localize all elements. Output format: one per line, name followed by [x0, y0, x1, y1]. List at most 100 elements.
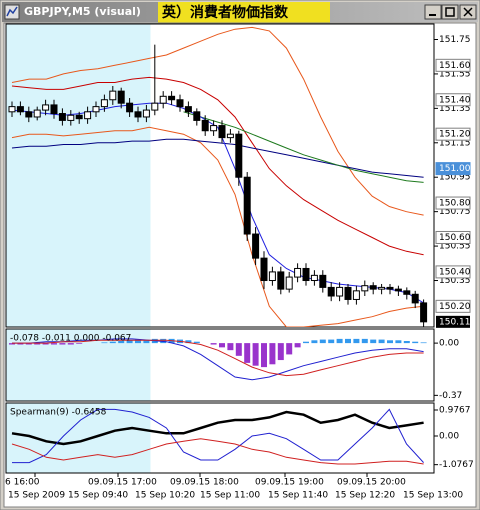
level-label: 150.80 [439, 199, 471, 209]
window-icon-graph [6, 6, 18, 17]
event-label-bg [158, 2, 330, 24]
histogram-bar [277, 343, 284, 361]
candle-body [151, 102, 159, 111]
histogram-bar [193, 341, 200, 344]
candle-body [100, 99, 108, 108]
indicator-line [11, 102, 424, 304]
histogram-bar [403, 341, 410, 344]
window-title: GBPJPY,M5 (visual) [24, 5, 141, 18]
histogram-bar [370, 339, 377, 344]
y-tick-label: 0.00 [439, 432, 459, 442]
last-price-label: 150.11 [439, 317, 471, 327]
candle-body [378, 286, 386, 290]
x-tick-label: 15 Sep 11:00 [200, 491, 260, 501]
candle-body [411, 293, 419, 304]
level-label: 151.20 [439, 130, 471, 140]
candle-body [277, 271, 285, 290]
candle-body [92, 106, 100, 113]
level-label-box [435, 265, 471, 279]
candle-body [176, 99, 184, 108]
histogram-bar [387, 340, 393, 344]
y-tick-label: -1.0767 [439, 460, 474, 470]
level-label-box [435, 230, 471, 244]
candle-body [226, 133, 234, 139]
histogram-bar [109, 341, 116, 344]
candle-body [117, 90, 125, 104]
indicator-line [11, 126, 424, 327]
histogram-bar [101, 342, 108, 344]
histogram-bar [319, 339, 326, 344]
y-tick-label: -0.37 [439, 391, 462, 401]
x-tick-label: 15 Sep 13:00 [403, 491, 463, 501]
histogram-bar [76, 343, 83, 344]
candle-body [193, 111, 201, 121]
histogram-bar [336, 338, 343, 344]
candle-body [243, 176, 251, 235]
histogram-bar [269, 343, 276, 365]
x-tick-label: 15 Sep 12:20 [335, 491, 395, 501]
histogram-bar [361, 338, 368, 344]
candle-body [394, 288, 402, 292]
candle-body [159, 95, 167, 104]
level-label-box [435, 196, 471, 210]
panel-plot [9, 338, 427, 381]
histogram-bar [25, 343, 32, 345]
x-tick-label: 6 16:00 [5, 478, 40, 488]
indicator-line [11, 438, 424, 465]
history-shade [6, 24, 151, 327]
histogram-bar [235, 343, 242, 356]
histogram-bar [185, 340, 192, 344]
candle-body [134, 111, 142, 118]
close-icon [463, 7, 473, 17]
indicator-line [11, 26, 424, 216]
y-tick-label: 151.35 [439, 104, 471, 114]
level-label-box [435, 299, 471, 313]
event-label: 英）消費者物価指数 [161, 4, 289, 21]
histogram-bar [143, 340, 150, 344]
candle-body [109, 90, 117, 101]
level-label: 150.60 [439, 233, 471, 243]
candle-body [126, 102, 134, 113]
histogram-bar [51, 343, 57, 345]
candle-body [58, 113, 66, 121]
indicator-line [11, 410, 424, 446]
indicator-line [183, 111, 424, 183]
histogram-bar [210, 343, 217, 345]
panel-plot [8, 26, 428, 327]
candle-body [352, 290, 360, 300]
histogram-bar [311, 340, 318, 344]
indicator-line [12, 408, 424, 464]
candle-body [310, 274, 318, 282]
candle-body [235, 133, 243, 178]
candle-body [50, 104, 58, 115]
indicator-line [11, 138, 424, 178]
y-tick-label: 150.95 [439, 173, 471, 183]
candle-body [8, 106, 16, 113]
x-tick-label: 15 Sep 2009 [8, 491, 65, 501]
candle-body [344, 286, 352, 300]
candle-body [42, 104, 50, 111]
histogram-bar [135, 339, 141, 344]
candle-body [420, 302, 428, 323]
histogram-bar [219, 343, 225, 348]
x-tick-label: 09.09.15 17:00 [88, 478, 157, 488]
y-tick-label: 0.00 [439, 339, 459, 349]
indicator-label: -0.078 -0.011 0.000 -0.067 [10, 334, 131, 344]
candle-body [260, 257, 268, 282]
window-buttons[interactable] [424, 4, 477, 20]
last-price-box [436, 315, 470, 328]
histogram-bar [420, 342, 427, 344]
histogram-bar [17, 343, 24, 345]
candle-body [386, 286, 394, 290]
restore-button[interactable] [441, 4, 459, 20]
histogram-bar [252, 343, 259, 366]
level-label: 151.60 [439, 61, 471, 71]
candle-body [302, 267, 310, 282]
level-label-box [435, 127, 471, 141]
candle-body [336, 286, 344, 297]
minimize-button[interactable] [424, 4, 442, 20]
candle-body [168, 95, 176, 101]
x-tick-label: 15 Sep 09:40 [68, 491, 128, 501]
y-tick-label: 0.9767 [439, 406, 471, 416]
candle-body [319, 274, 327, 288]
